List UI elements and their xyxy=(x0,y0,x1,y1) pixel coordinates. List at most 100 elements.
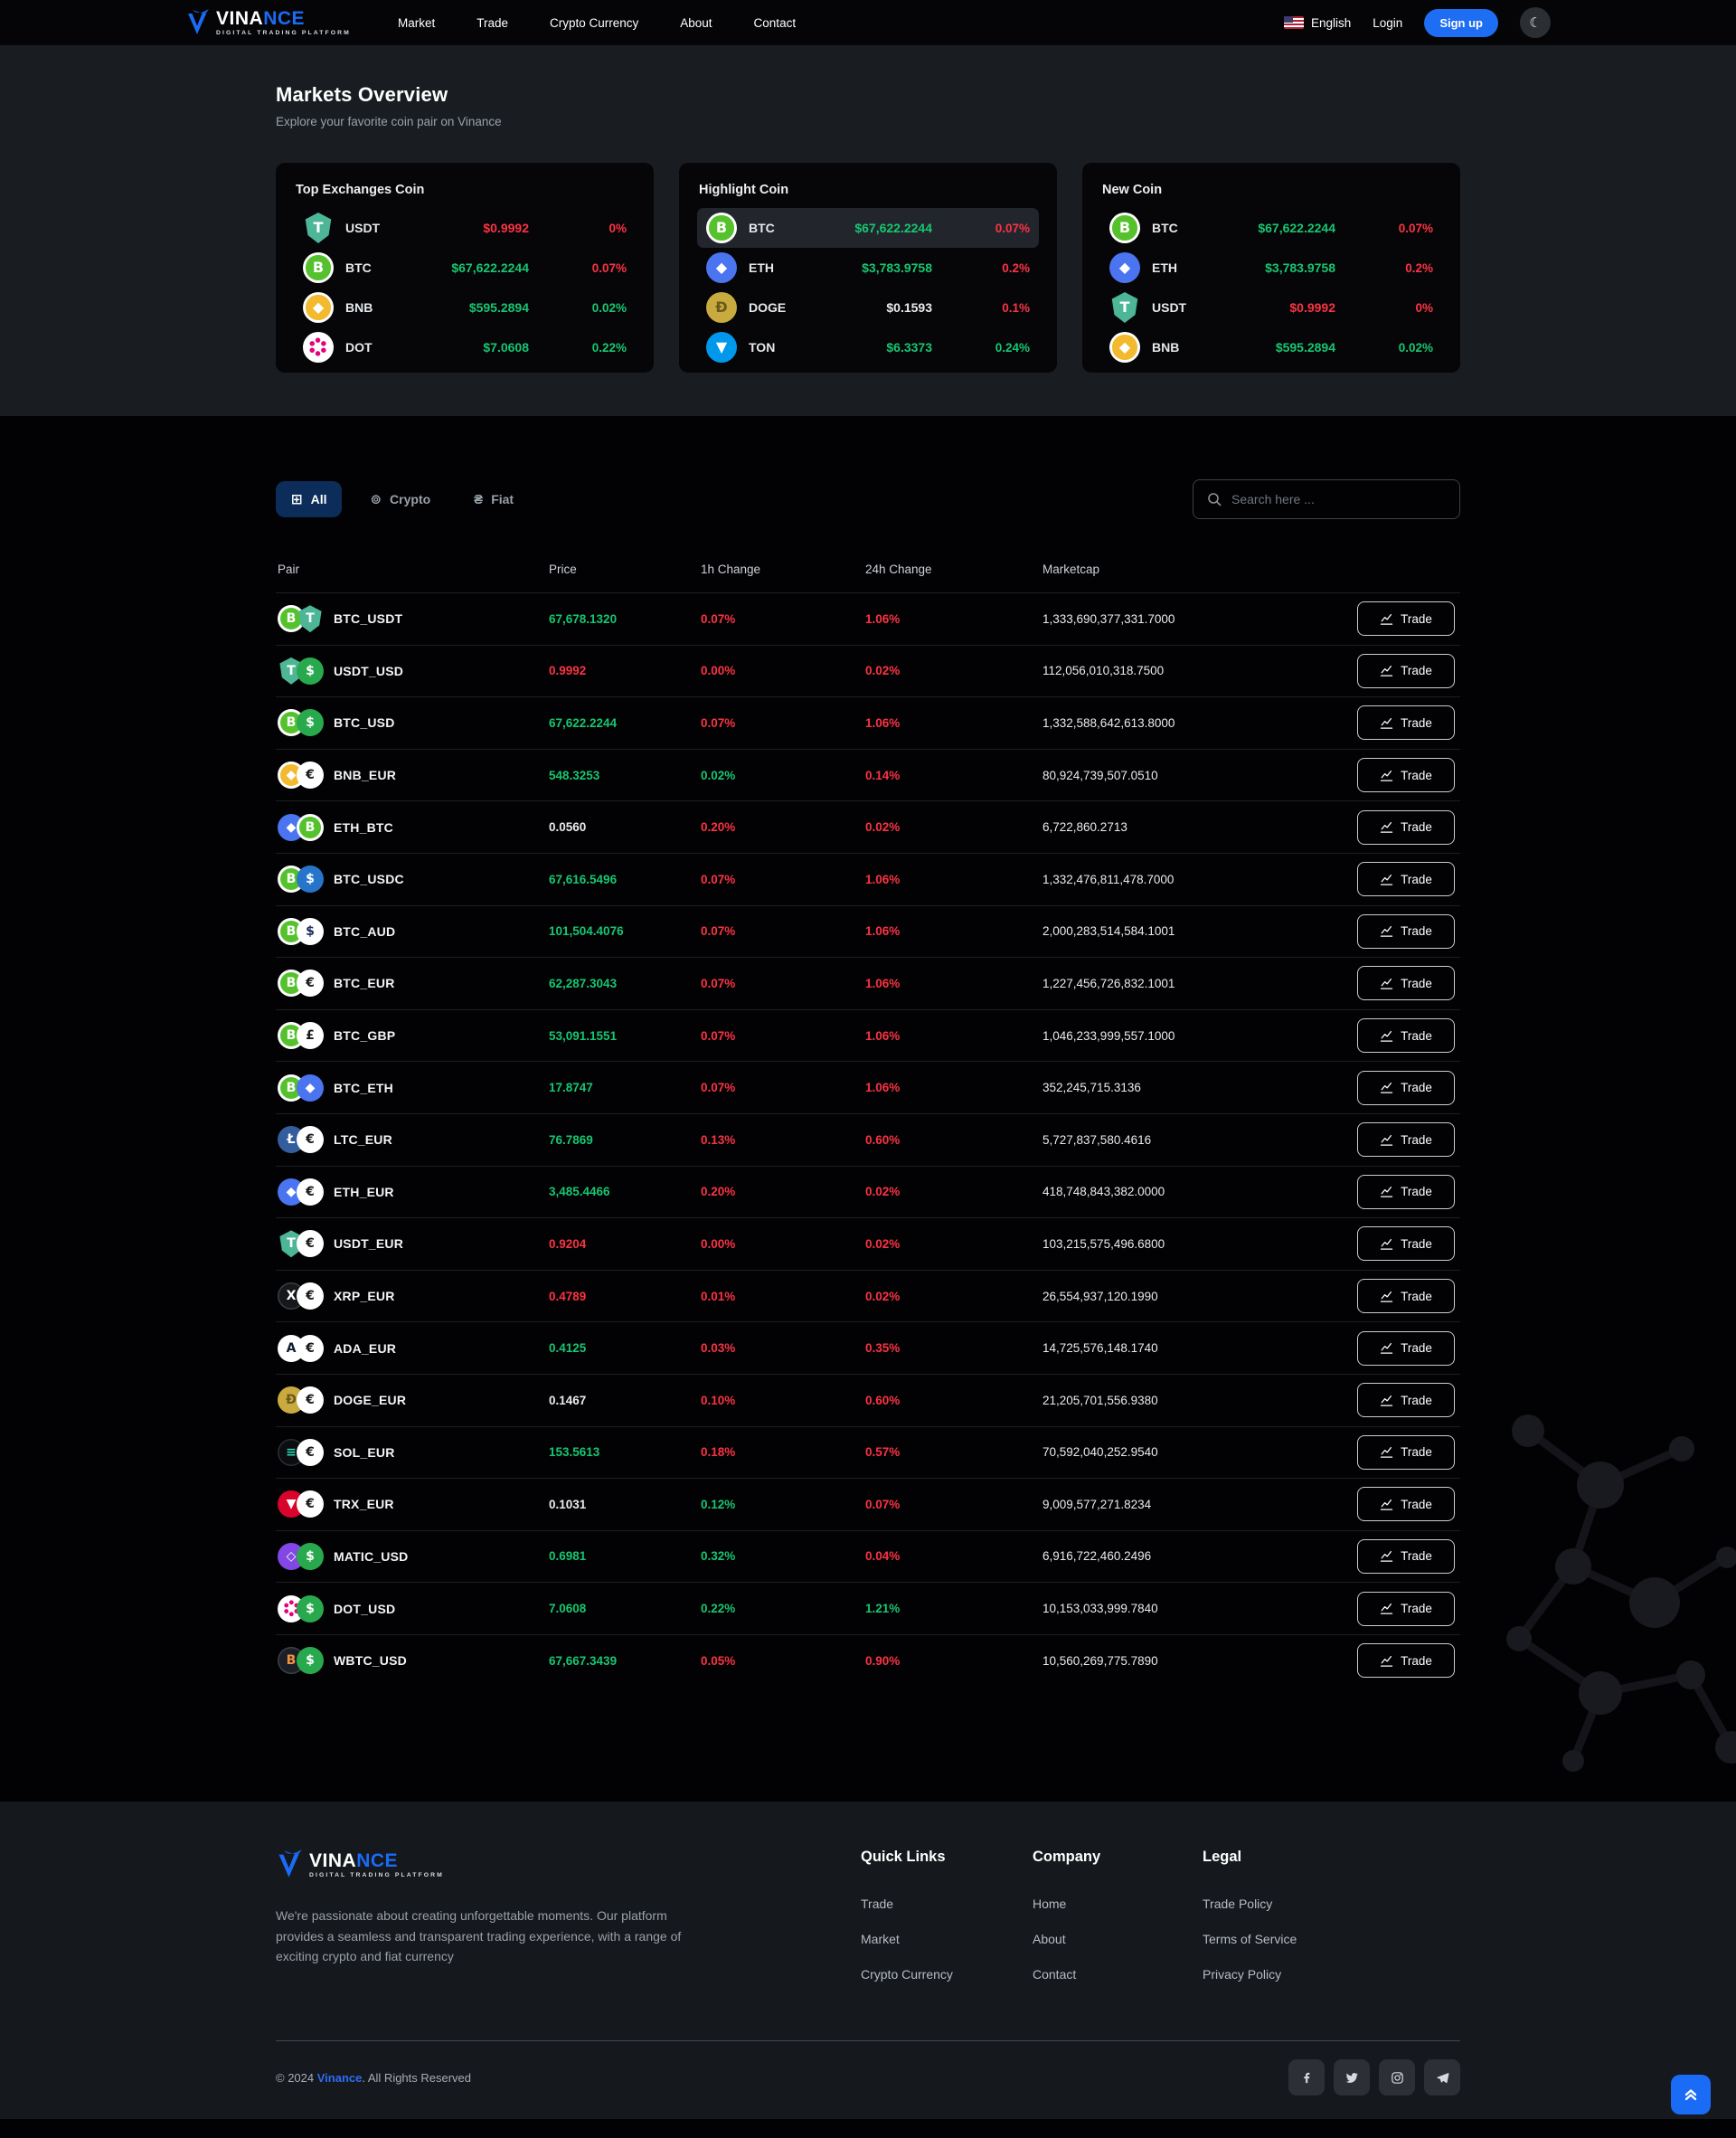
trade-button[interactable]: Trade xyxy=(1357,966,1455,1001)
usd-coin-icon: $ xyxy=(297,1594,324,1622)
trade-button[interactable]: Trade xyxy=(1357,1018,1455,1054)
chart-icon xyxy=(1380,1447,1393,1459)
chart-icon xyxy=(1380,978,1393,989)
trade-button[interactable]: Trade xyxy=(1357,809,1455,845)
card-coin-row[interactable]: T USDT $0.9992 0% xyxy=(1100,288,1442,327)
card-coin-row[interactable]: ◆ BNB $595.2894 0.02% xyxy=(1100,327,1442,367)
nav-link-contact[interactable]: Contact xyxy=(753,15,797,30)
social-telegram-button[interactable] xyxy=(1424,2059,1460,2096)
language-selector[interactable]: English xyxy=(1284,16,1351,30)
signup-button[interactable]: Sign up xyxy=(1424,8,1498,37)
marketcap-value: 352,245,715.3136 xyxy=(1043,1081,1141,1095)
footer-description: We're passionate about creating unforget… xyxy=(276,1908,682,1964)
trade-button[interactable]: Trade xyxy=(1357,1122,1455,1158)
card-coin-row[interactable]: ◆ ETH $3,783.9758 0.2% xyxy=(1100,248,1442,288)
trade-button[interactable]: Trade xyxy=(1357,1383,1455,1418)
search-input[interactable] xyxy=(1231,492,1446,506)
col-marketcap: Marketcap xyxy=(1043,563,1100,576)
price-value: 67,678.1320 xyxy=(549,611,618,626)
nav-link-about[interactable]: About xyxy=(680,15,712,30)
vinance-logo[interactable]: VINANCE DIGITAL TRADING PLATFORM xyxy=(185,8,351,37)
card-coin-row[interactable]: ◆ BNB $595.2894 0.02% xyxy=(294,288,636,327)
trade-button[interactable]: Trade xyxy=(1357,913,1455,949)
marketcap-value: 1,332,588,642,613.8000 xyxy=(1043,715,1175,730)
footer-link-privacy-policy[interactable]: Privacy Policy xyxy=(1203,1967,1282,1982)
nav-link-crypto-currency[interactable]: Crypto Currency xyxy=(549,15,639,30)
change-24h: 1.06% xyxy=(865,872,901,886)
pair-label: BTC_USD xyxy=(334,715,395,731)
trade-button[interactable]: Trade xyxy=(1357,1538,1455,1574)
pair-label: ETH_BTC xyxy=(334,819,393,835)
price-value: 153.5613 xyxy=(549,1445,600,1460)
change-24h: 0.02% xyxy=(865,820,901,835)
social-twitter-button[interactable] xyxy=(1334,2059,1370,2096)
pair-label: BTC_EUR xyxy=(334,976,395,991)
footer-logo[interactable]: VINANCE DIGITAL TRADING PLATFORM xyxy=(276,1849,684,1880)
trade-button[interactable]: Trade xyxy=(1357,1591,1455,1626)
trade-button[interactable]: Trade xyxy=(1357,1174,1455,1209)
change-24h: 0.60% xyxy=(865,1132,901,1147)
login-link[interactable]: Login xyxy=(1373,15,1403,30)
card-coin-row[interactable]: Ð DOGE $0.1593 0.1% xyxy=(697,288,1039,327)
footer-link-terms-of-service[interactable]: Terms of Service xyxy=(1203,1932,1297,1947)
card-coin-row[interactable]: B BTC $67,622.2244 0.07% xyxy=(1100,208,1442,248)
pair-cell: B T BTC_USDT xyxy=(278,605,549,633)
scroll-to-top-button[interactable] xyxy=(1671,2075,1711,2114)
chart-icon xyxy=(1380,666,1393,677)
social-facebook-button[interactable] xyxy=(1288,2059,1325,2096)
pair-icons: B $ xyxy=(278,866,324,894)
card-coin-row[interactable]: T USDT $0.9992 0% xyxy=(294,208,636,248)
trade-button[interactable]: Trade xyxy=(1357,1070,1455,1105)
footer-link-market[interactable]: Market xyxy=(861,1932,900,1947)
tab-fiat[interactable]: ₴ Fiat xyxy=(458,482,529,517)
card-coin-row[interactable]: ◆ ETH $3,783.9758 0.2% xyxy=(697,248,1039,288)
footer-column-quick-links: Quick Links Trade Market Crypto Currency xyxy=(861,1849,1033,2002)
trade-button[interactable]: Trade xyxy=(1357,1226,1455,1262)
coin-symbol: DOT xyxy=(345,340,373,355)
change-24h: 0.04% xyxy=(865,1549,901,1564)
footer-link-about[interactable]: About xyxy=(1033,1932,1066,1947)
price-value: 101,504.4076 xyxy=(549,924,624,939)
trade-button-label: Trade xyxy=(1401,1653,1432,1668)
trade-button[interactable]: Trade xyxy=(1357,653,1455,688)
trade-button[interactable]: Trade xyxy=(1357,705,1455,741)
pair-icons: Ð € xyxy=(278,1386,324,1414)
trade-button[interactable]: Trade xyxy=(1357,1330,1455,1366)
footer-link-home[interactable]: Home xyxy=(1033,1897,1067,1912)
pair-label: BTC_USDT xyxy=(334,611,403,627)
footer-link-contact[interactable]: Contact xyxy=(1033,1967,1077,1982)
pair-icons: ◇ $ xyxy=(278,1542,324,1570)
pair-label: TRX_EUR xyxy=(334,1497,394,1512)
chart-icon xyxy=(1380,1655,1393,1667)
dark-mode-toggle[interactable]: ☾ xyxy=(1520,7,1551,38)
card-title: Highlight Coin xyxy=(699,183,789,197)
tab-all[interactable]: ⊞ All xyxy=(276,481,343,517)
trade-button[interactable]: Trade xyxy=(1357,758,1455,793)
trade-button[interactable]: Trade xyxy=(1357,1279,1455,1314)
footer-link-crypto-currency[interactable]: Crypto Currency xyxy=(861,1967,953,1982)
dot-coin-icon xyxy=(303,332,334,363)
tab-crypto[interactable]: ⊚ Crypto xyxy=(354,481,446,517)
change-1h: 0.07% xyxy=(701,976,736,990)
chart-icon xyxy=(1380,1604,1393,1614)
copyright-brand[interactable]: Vinance xyxy=(316,2070,363,2085)
social-instagram-button[interactable] xyxy=(1379,2059,1415,2096)
footer-link-trade[interactable]: Trade xyxy=(861,1897,894,1912)
nav-link-trade[interactable]: Trade xyxy=(476,15,508,30)
trade-button[interactable]: Trade xyxy=(1357,1487,1455,1522)
card-coin-row[interactable]: B BTC $67,622.2244 0.07% xyxy=(697,208,1039,248)
card-coin-row[interactable]: B BTC $67,622.2244 0.07% xyxy=(294,248,636,288)
pair-icons: ▼ € xyxy=(278,1490,324,1518)
card-coin-row[interactable]: DOT $7.0608 0.22% xyxy=(294,327,636,367)
search-box[interactable] xyxy=(1193,479,1460,519)
card-coin-row[interactable]: ▼ TON $6.3373 0.24% xyxy=(697,327,1039,367)
trade-button[interactable]: Trade xyxy=(1357,601,1455,637)
trade-button[interactable]: Trade xyxy=(1357,1643,1455,1679)
eur-coin-icon: € xyxy=(297,1490,324,1518)
footer-link-trade-policy[interactable]: Trade Policy xyxy=(1203,1897,1273,1912)
chart-icon xyxy=(1380,1343,1393,1354)
trade-button[interactable]: Trade xyxy=(1357,862,1455,897)
trade-button[interactable]: Trade xyxy=(1357,1434,1455,1470)
nav-link-market[interactable]: Market xyxy=(397,15,436,30)
tab-label: All xyxy=(310,492,327,506)
